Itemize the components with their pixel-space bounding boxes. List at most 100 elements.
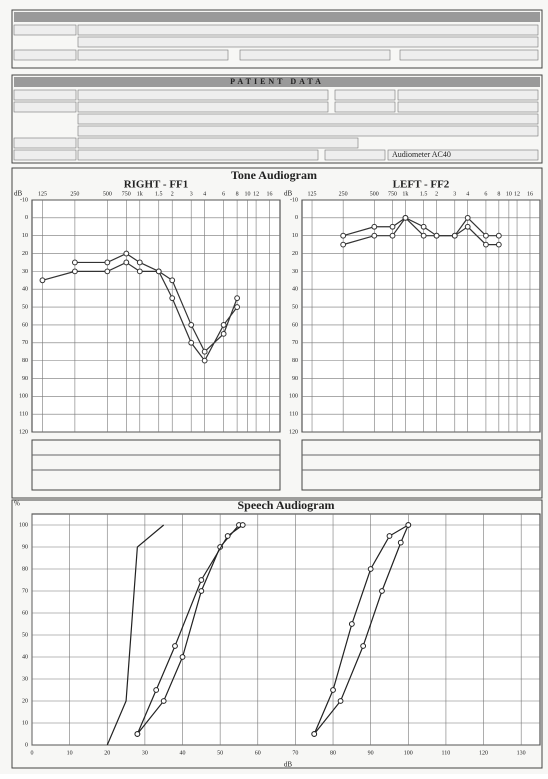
field-label: [13, 137, 77, 149]
plot-area: [301, 199, 541, 433]
y-tick-label: 10: [22, 720, 28, 726]
data-point: [495, 241, 502, 248]
plot-area: [31, 199, 281, 433]
field: [387, 149, 539, 161]
data-point: [389, 223, 396, 230]
data-point: [201, 348, 208, 355]
x-tick-label: 130: [517, 750, 526, 756]
y-tick-label: 20: [22, 698, 28, 704]
data-point: [198, 588, 205, 594]
x-tick-label: 12: [253, 191, 259, 197]
data-point: [330, 687, 336, 693]
x-tick-label: 2: [171, 191, 174, 197]
x-tick-label: 0: [31, 750, 34, 756]
series-line: [74, 252, 238, 362]
tone-title: Tone Audiogram: [231, 168, 317, 182]
data-point: [420, 232, 427, 239]
series-line: [136, 524, 244, 735]
x-tick-label: 10: [245, 191, 251, 197]
x-tick-label: 8: [236, 191, 239, 197]
y-tick-label: 10: [22, 233, 28, 239]
y-tick-label: 90: [22, 544, 28, 550]
y-tick-label: 80: [22, 358, 28, 364]
field: [77, 125, 539, 137]
field: [77, 101, 329, 113]
field: [77, 24, 539, 36]
field: [77, 49, 229, 61]
x-tick-label: 750: [388, 191, 397, 197]
x-tick-label: 120: [479, 750, 488, 756]
x-tick-label: 125: [38, 191, 47, 197]
series-line: [313, 524, 409, 735]
data-point: [495, 232, 502, 239]
y-tick-label: 100: [19, 394, 28, 400]
tone-frame: [11, 167, 543, 499]
y-tick-label: 70: [22, 340, 28, 346]
chart-title: RIGHT - FF1: [124, 179, 189, 191]
field-label: [324, 149, 386, 161]
field: [399, 49, 539, 61]
x-tick-label: 16: [267, 191, 273, 197]
y-axis-label: dB: [14, 190, 23, 198]
data-point: [234, 304, 241, 310]
y-tick-label: 0: [25, 742, 28, 748]
header-bar: [14, 12, 540, 22]
y-tick-label: 40: [292, 287, 298, 293]
data-point: [311, 731, 318, 737]
data-point: [367, 566, 374, 572]
y-tick-label: 70: [292, 340, 298, 346]
data-point: [169, 277, 176, 284]
data-point: [179, 654, 186, 660]
data-point: [234, 295, 241, 302]
y-tick-label: 20: [22, 251, 28, 257]
field-label: [13, 24, 77, 36]
data-point: [188, 339, 195, 346]
field: [77, 149, 319, 161]
data-point: [464, 214, 471, 221]
y-tick-label: 30: [22, 269, 28, 275]
x-tick-label: 70: [292, 750, 298, 756]
data-point: [402, 214, 409, 221]
data-point: [348, 621, 355, 627]
data-point: [420, 223, 427, 230]
field: [239, 49, 391, 61]
header-box: [11, 9, 543, 69]
x-tick-label: 1k: [137, 191, 143, 197]
x-tick-label: 2: [435, 191, 438, 197]
y-tick-label: 110: [289, 412, 298, 418]
field: [77, 137, 359, 149]
y-tick-label: 20: [292, 251, 298, 257]
data-point: [153, 687, 160, 693]
data-point: [371, 232, 378, 239]
x-tick-label: 3: [453, 191, 456, 197]
series-line: [106, 524, 165, 746]
y-tick-label: 40: [22, 654, 28, 660]
y-tick-label: 10: [292, 233, 298, 239]
data-point: [360, 643, 367, 649]
data-point: [123, 250, 130, 257]
field-label: [13, 101, 77, 113]
field: [77, 36, 539, 48]
chart-title: LEFT - FF2: [393, 179, 450, 191]
field: [397, 101, 539, 113]
data-point: [134, 731, 141, 737]
y-tick-label: 30: [22, 676, 28, 682]
data-point: [71, 259, 78, 266]
x-tick-label: 80: [330, 750, 336, 756]
x-tick-label: 20: [104, 750, 110, 756]
data-point: [379, 588, 385, 594]
y-tick-label: 50: [22, 632, 28, 638]
data-point: [483, 241, 489, 248]
left-notes: [301, 439, 541, 491]
field: [397, 89, 539, 101]
x-tick-label: 250: [70, 191, 79, 197]
x-tick-label: 12: [514, 191, 520, 197]
x-tick-label: 8: [497, 191, 500, 197]
y-axis-label: dB: [284, 190, 293, 198]
data-point: [136, 268, 143, 275]
x-tick-label: 1.5: [155, 191, 163, 197]
y-tick-label: 60: [292, 322, 298, 328]
x-tick-label: 1.5: [420, 191, 428, 197]
